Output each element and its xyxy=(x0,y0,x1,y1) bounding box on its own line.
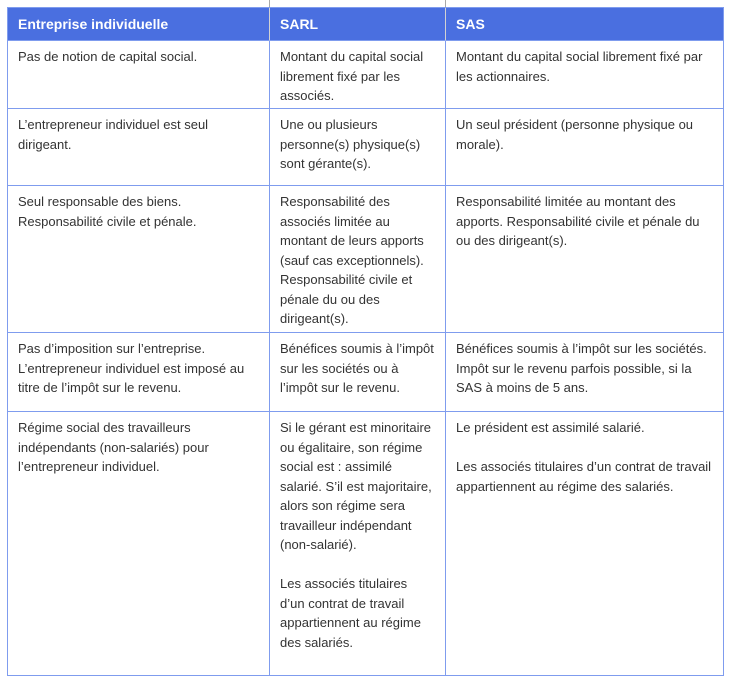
cell-paragraph: Seul responsable des biens. Responsabili… xyxy=(18,194,197,229)
table-cell: Une ou plusieurs personne(s) physique(s)… xyxy=(270,109,446,186)
cell-paragraph: Régime social des travailleurs indépenda… xyxy=(18,420,209,474)
table-cell: Pas de notion de capital social. xyxy=(8,41,270,109)
table-cell: Si le gérant est minoritaire ou égalitai… xyxy=(270,412,446,675)
table-cell: Pas d’imposition sur l’entreprise. L’ent… xyxy=(8,333,270,412)
table-cell: Montant du capital social librement fixé… xyxy=(270,41,446,109)
cell-paragraph: Les associés titulaires d’un contrat de … xyxy=(456,459,712,494)
column-header: SARL xyxy=(270,8,446,41)
cell-paragraph: Une ou plusieurs personne(s) physique(s)… xyxy=(280,117,421,171)
cell-paragraph: L’entrepreneur individuel est seul dirig… xyxy=(18,117,209,152)
comparison-table: Entreprise individuelle SARL SAS Pas de not… xyxy=(7,7,724,676)
cell-paragraph: Bénéfices soumis à l’impôt sur les socié… xyxy=(280,341,434,395)
table-cell: Montant du capital social librement fixé… xyxy=(446,41,723,109)
table-cell: Le président est assimilé salarié. Les as… xyxy=(446,412,723,675)
column-header: SAS xyxy=(446,8,723,41)
cell-paragraph: Les associés titulaires d’un contrat de … xyxy=(280,576,421,650)
cell-paragraph: Responsabilité des associés limitée au m… xyxy=(280,194,424,326)
cell-paragraph: Responsabilité limitée au montant des ap… xyxy=(456,194,700,248)
table-cell: Bénéfices soumis à l’impôt sur les socié… xyxy=(270,333,446,412)
cell-paragraph: Le président est assimilé salarié. xyxy=(456,420,645,435)
cell-paragraph: Un seul président (personne physique ou … xyxy=(456,117,694,152)
cropped-row-border xyxy=(269,0,270,7)
table-cell: Seul responsable des biens. Responsabili… xyxy=(8,186,270,333)
table-cell: Régime social des travailleurs indépenda… xyxy=(8,412,270,675)
cell-paragraph: Si le gérant est minoritaire ou égalitai… xyxy=(280,420,432,552)
table-cell: Responsabilité des associés limitée au m… xyxy=(270,186,446,333)
cell-paragraph: Pas de notion de capital social. xyxy=(18,49,198,64)
cell-paragraph: Montant du capital social librement fixé… xyxy=(456,49,703,84)
cropped-row-border xyxy=(445,0,446,7)
table-cell: L’entrepreneur individuel est seul dirig… xyxy=(8,109,270,186)
cell-paragraph: Pas d’imposition sur l’entreprise. L’ent… xyxy=(18,341,245,395)
cell-paragraph: Montant du capital social librement fixé… xyxy=(280,49,424,103)
table-cell: Un seul président (personne physique ou … xyxy=(446,109,723,186)
table-cell: Bénéfices soumis à l’impôt sur les socié… xyxy=(446,333,723,412)
column-header: Entreprise individuelle xyxy=(8,8,270,41)
cell-paragraph: Bénéfices soumis à l’impôt sur les socié… xyxy=(456,341,707,395)
table-cell: Responsabilité limitée au montant des ap… xyxy=(446,186,723,333)
